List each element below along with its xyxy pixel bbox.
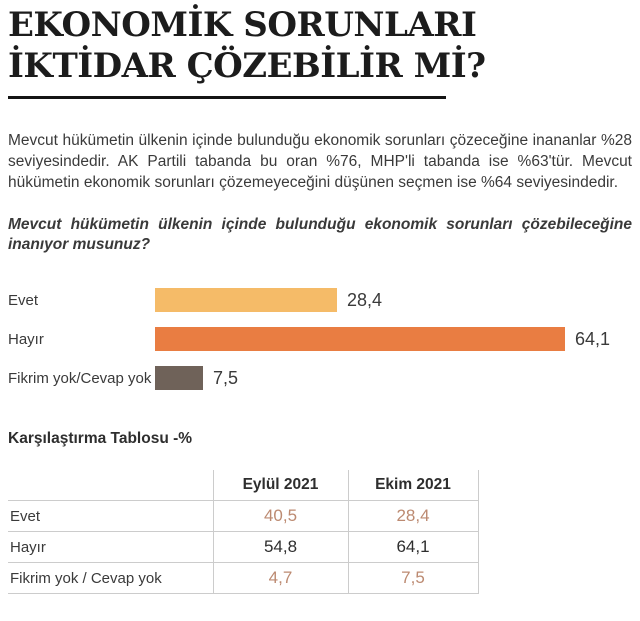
cell-evet-ekim: 28,4	[347, 500, 479, 532]
bar-chart: Evet 28,4 Hayır 64,1 Fikrim yok/Cevap yo…	[8, 288, 632, 390]
comparison-table: Eylül 2021 Ekim 2021 Evet 40,5 28,4 Hayı…	[8, 470, 479, 594]
page-title: EKONOMİK SORUNLARI İKTİDAR ÇÖZEBİLİR Mİ?	[8, 5, 632, 87]
chart-bar-fikrim-yok	[155, 366, 203, 390]
column-header-ekim-2021: Ekim 2021	[347, 470, 479, 501]
row-label: Fikrim yok / Cevap yok	[10, 569, 162, 587]
chart-category-label: Hayır	[8, 330, 44, 348]
chart-row-hayir: Hayır 64,1	[8, 327, 632, 351]
table-header-row: Eylül 2021 Ekim 2021	[8, 470, 479, 501]
page-title-line1: EKONOMİK SORUNLARI	[8, 5, 477, 45]
header: EKONOMİK SORUNLARI İKTİDAR ÇÖZEBİLİR Mİ?	[8, 5, 632, 99]
page-title-line2: İKTİDAR ÇÖZEBİLİR Mİ?	[8, 46, 486, 86]
table-row-evet: Evet 40,5 28,4	[8, 500, 479, 532]
chart-category-label: Fikrim yok/Cevap yok	[8, 369, 152, 387]
row-label: Hayır	[10, 538, 46, 556]
cell-hayir-eylul: 54,8	[212, 531, 348, 563]
chart-category-label: Evet	[8, 291, 39, 309]
survey-question: Mevcut hükümetin ülkenin içinde bulunduğ…	[8, 216, 632, 253]
title-underline	[8, 96, 446, 99]
chart-bar-hayir	[155, 327, 565, 351]
chart-value-label: 28,4	[347, 289, 383, 310]
chart-value-label: 7,5	[213, 367, 239, 388]
row-label: Evet	[10, 507, 41, 525]
cell-evet-eylul: 40,5	[212, 500, 348, 532]
cell-fikrim-eylul: 4,7	[212, 562, 348, 594]
cell-hayir-ekim: 64,1	[347, 531, 479, 563]
comparison-table-heading: Karşılaştırma Tablosu -%	[8, 430, 193, 447]
chart-value-label: 64,1	[575, 328, 611, 349]
cell-fikrim-ekim: 7,5	[347, 562, 479, 594]
intro-paragraph: Mevcut hükümetin ülkenin içinde bulunduğ…	[8, 132, 632, 191]
infographic-root: EKONOMİK SORUNLARI İKTİDAR ÇÖZEBİLİR Mİ?…	[8, 5, 632, 594]
column-header-eylul-2021: Eylül 2021	[212, 470, 348, 501]
chart-row-evet: Evet 28,4	[8, 288, 632, 312]
table-row-fikrim-yok: Fikrim yok / Cevap yok 4,7 7,5	[8, 562, 479, 594]
chart-row-fikrim-yok: Fikrim yok/Cevap yok 7,5	[8, 366, 632, 390]
empty-header-cell	[8, 470, 213, 501]
chart-bar-evet	[155, 288, 337, 312]
table-row-hayir: Hayır 54,8 64,1	[8, 531, 479, 563]
